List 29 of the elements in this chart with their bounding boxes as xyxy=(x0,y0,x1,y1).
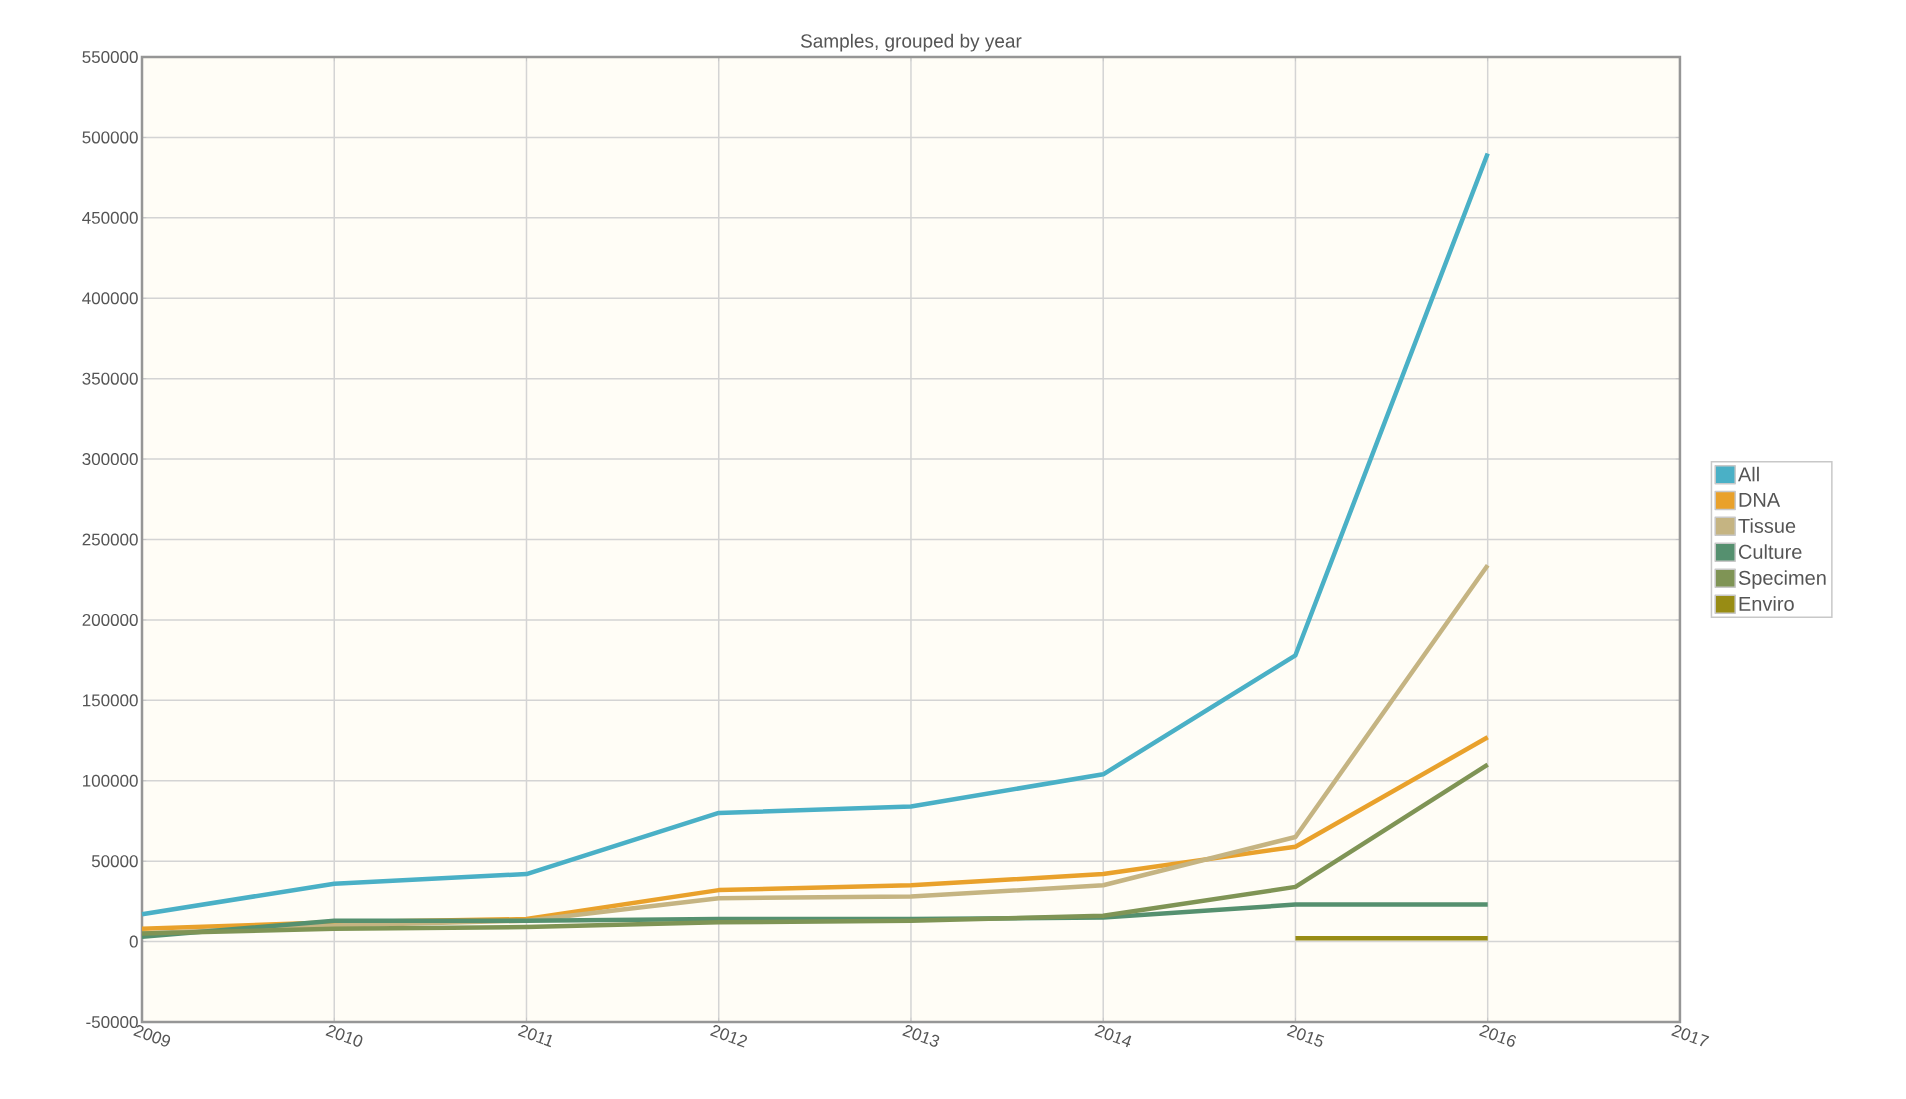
line-series xyxy=(139,151,1490,917)
x-tick-label: 2016 xyxy=(1479,1025,1517,1047)
y-tick-label: 250000 xyxy=(82,533,138,546)
y-tick-label: 400000 xyxy=(82,292,138,305)
y-tick-label: 150000 xyxy=(83,694,138,707)
legend-label: Tissue xyxy=(1738,518,1796,533)
y-tick-label: 100000 xyxy=(83,774,138,787)
x-tick-label: 2014 xyxy=(1094,1025,1132,1048)
legend-label: Specimen xyxy=(1738,570,1826,589)
y-tick-label: 200000 xyxy=(82,613,138,626)
y-tick-label: 550000 xyxy=(82,50,138,64)
chart-title: Samples, grouped by year xyxy=(800,33,1022,52)
y-tick-label: 50000 xyxy=(91,855,138,868)
x-tick-label: 2015 xyxy=(1286,1025,1325,1047)
line-series xyxy=(139,762,1490,936)
y-tick-label: 0 xyxy=(129,935,138,948)
y-tick-label: 300000 xyxy=(82,453,138,466)
legend-label: Culture xyxy=(1738,544,1802,559)
x-tick-label: 2017 xyxy=(1671,1025,1710,1047)
y-tick-label: 500000 xyxy=(82,131,138,144)
legend-label: All xyxy=(1737,466,1759,482)
y-tick-label: 450000 xyxy=(82,211,138,224)
legend-label: Enviro xyxy=(1739,596,1794,611)
x-tick-label: 2012 xyxy=(710,1025,748,1048)
y-tick-label: 350000 xyxy=(82,372,138,385)
x-tick-label: 2010 xyxy=(325,1025,363,1047)
legend-label: DNA xyxy=(1739,492,1781,507)
x-tick-label: 2013 xyxy=(902,1025,940,1047)
x-tick-label: 2011 xyxy=(517,1025,552,1048)
